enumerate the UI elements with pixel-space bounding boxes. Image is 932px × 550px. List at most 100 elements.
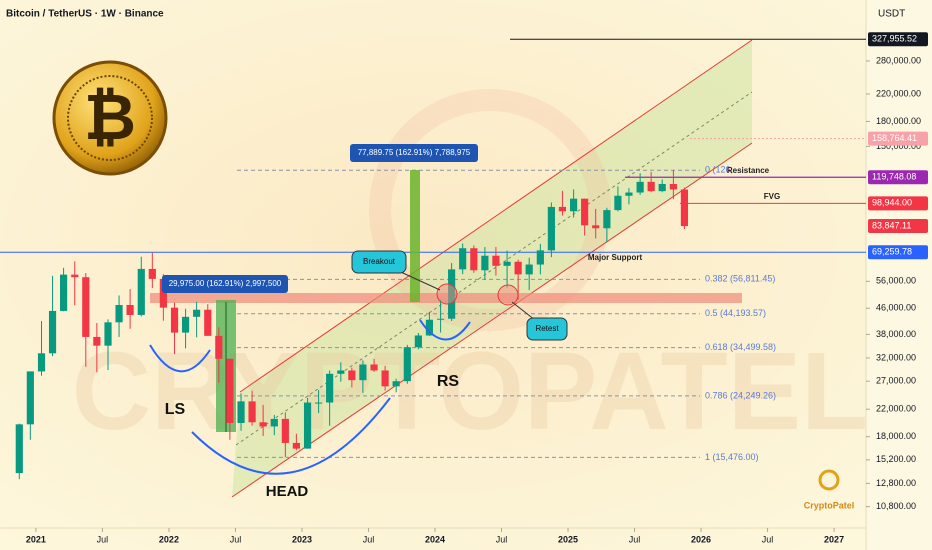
measure-bar [410, 170, 420, 302]
candle-body [204, 309, 212, 336]
candle-body [303, 402, 312, 449]
retest-circle [497, 284, 519, 306]
breakout-circle [436, 283, 458, 305]
measure-box [350, 144, 478, 162]
measure-label: 29,975.00 (162.91%) 2,997,500 [169, 279, 282, 288]
price-tag [868, 196, 928, 211]
candle-body [370, 364, 378, 371]
y-tick-label: 32,000.00 [876, 352, 916, 362]
measure-box [162, 275, 288, 293]
candle-body [115, 305, 123, 323]
candle-body [15, 424, 23, 474]
candle-body [259, 422, 267, 427]
rs-arc [419, 319, 471, 341]
price-tag [868, 245, 928, 260]
coin-ring [67, 75, 153, 161]
candle-body [614, 195, 622, 211]
candle-body [104, 322, 112, 346]
price-tag [868, 170, 928, 185]
candle-body [381, 370, 389, 387]
y-tick-label: 12,800.00 [876, 478, 916, 488]
retest-label: Retest [535, 324, 559, 333]
breakout-label: Breakout [363, 257, 396, 266]
candle-body [359, 364, 367, 381]
fib-label: 0.382 (56,811.45) [705, 274, 775, 284]
major-support: Major Support [588, 253, 643, 262]
candle-body [292, 442, 300, 449]
candle-body [647, 181, 655, 192]
y-axis-panel [866, 0, 932, 550]
head-arc [191, 397, 391, 475]
price-tag-label: 83,847.11 [872, 220, 911, 230]
candle-body [403, 347, 411, 382]
price-tag-label: 327,955.52 [872, 34, 917, 44]
candle-body [270, 418, 278, 427]
x-tick-label: 2022 [159, 534, 179, 544]
candle-body [93, 336, 101, 346]
ls-label: LS [165, 401, 186, 418]
candle-body [414, 335, 422, 348]
x-tick-label: 2023 [292, 534, 312, 544]
channel-fill [232, 40, 752, 497]
candle-body [680, 189, 689, 227]
rs-label: RS [437, 373, 460, 390]
y-tick-label: 280,000.00 [876, 55, 921, 65]
fib-label: 0.786 (24,249.26) [705, 390, 776, 400]
candle-body [392, 381, 400, 387]
fib-label: 0.5 (44,193.57) [705, 308, 766, 318]
candle-body [37, 353, 46, 372]
candle-body [159, 278, 167, 308]
x-tick-label: 2026 [691, 534, 711, 544]
x-tick-label: Jul [230, 534, 242, 544]
y-tick-label: 38,000.00 [876, 329, 916, 339]
candle-body [193, 309, 201, 317]
candle-body [170, 307, 179, 333]
brand: CryptoPatel [804, 500, 855, 510]
candle-body [315, 402, 323, 404]
candle-body [547, 206, 555, 251]
candle-body [536, 250, 544, 265]
price-tag-label: 98,944.00 [872, 198, 912, 208]
watermark: CRYPTOPATEL [72, 330, 869, 453]
currency: USDT [878, 9, 905, 20]
candle-body [126, 305, 134, 315]
candle-body [592, 225, 600, 229]
fvg-label: FVG [764, 192, 780, 201]
price-tag [868, 219, 928, 234]
candle-body [636, 181, 644, 193]
candle-body [181, 316, 190, 333]
x-tick-label: Jul [496, 534, 508, 544]
candle-body [48, 310, 57, 354]
chart-title: Bitcoin / TetherUS · 1W · Binance [6, 9, 164, 20]
channel-mid [235, 91, 753, 446]
y-tick-label: 27,000.00 [876, 376, 916, 386]
fib-label: 1 (15,476.00) [705, 452, 759, 462]
candle-body [425, 319, 433, 336]
candle-body [215, 335, 223, 359]
channel-line [239, 39, 753, 393]
candle-body [82, 277, 90, 337]
brand-logo [818, 469, 840, 491]
candle-body [436, 318, 445, 320]
candle-body [514, 261, 522, 275]
candle-body [237, 401, 245, 423]
x-tick-label: Jul [97, 534, 109, 544]
x-tick-label: Jul [363, 534, 375, 544]
y-tick-label: 15,200.00 [876, 454, 916, 464]
candle-body [248, 401, 256, 423]
candle-body [625, 192, 633, 196]
y-tick-label: 180,000.00 [876, 116, 921, 126]
price-tag [868, 131, 928, 146]
candle-body [658, 183, 666, 192]
x-tick-label: 2027 [824, 534, 844, 544]
candle-body [26, 371, 34, 425]
candle-body [226, 358, 234, 423]
channel-line [231, 142, 753, 498]
breakout-callout [351, 250, 407, 274]
y-tick-label: 150,000.00 [876, 141, 921, 151]
x-tick-label: 2021 [26, 534, 46, 544]
x-tick-label: 2024 [425, 534, 445, 544]
candle-body [337, 370, 345, 374]
fib-label: 0.618 (34,499.58) [705, 342, 776, 352]
